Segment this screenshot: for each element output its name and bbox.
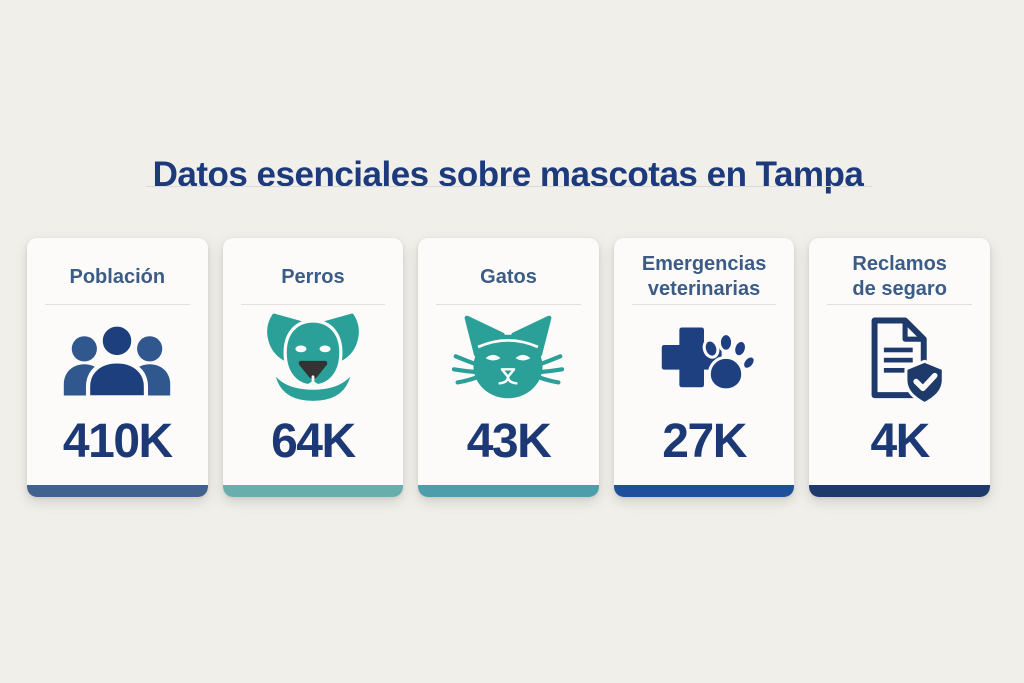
- card-value: 410K: [62, 415, 173, 468]
- card-value: 4K: [870, 415, 930, 468]
- card-value: 43K: [466, 415, 552, 468]
- stat-card-perros: Perros 64K: [222, 238, 404, 497]
- title-underline: [146, 186, 872, 187]
- card-accent-bar: [418, 485, 599, 497]
- card-divider: [240, 304, 386, 305]
- stat-card-gatos: Gatos 43K: [418, 238, 599, 497]
- card-accent-bar: [27, 485, 208, 497]
- card-divider: [631, 304, 777, 305]
- card-label: Perros: [281, 265, 345, 288]
- card-accent-bar: [809, 485, 990, 497]
- card-label: Emergencias veterinarias: [641, 253, 767, 300]
- card-label: Gatos: [480, 265, 537, 288]
- card-label: Reclamos de segaro: [852, 253, 947, 300]
- card-divider: [436, 304, 581, 305]
- card-value: 64K: [271, 415, 356, 468]
- card-accent-bar: [613, 485, 795, 497]
- card-divider: [45, 304, 190, 305]
- stat-card-poblacion: Población 410K: [27, 238, 208, 497]
- stat-cards-row: Población 410K Perros: [27, 238, 990, 497]
- cat-icon: [452, 315, 565, 398]
- page-title: Datos esenciales sobre mascotas en Tampa: [152, 155, 864, 195]
- card-value: 27K: [662, 415, 747, 468]
- people-icon: [64, 321, 171, 399]
- stat-card-reclamos-seguro: Reclamos de segaro 4K: [809, 238, 990, 497]
- dog-icon: [267, 313, 359, 401]
- card-accent-bar: [222, 485, 404, 497]
- card-divider: [827, 304, 972, 305]
- card-label: Población: [69, 265, 166, 288]
- vet-cross-paw-icon: [661, 326, 757, 391]
- document-shield-icon: [871, 317, 945, 406]
- stat-card-emergencias-veterinarias: Emergencias veterinarias 27K: [613, 238, 795, 497]
